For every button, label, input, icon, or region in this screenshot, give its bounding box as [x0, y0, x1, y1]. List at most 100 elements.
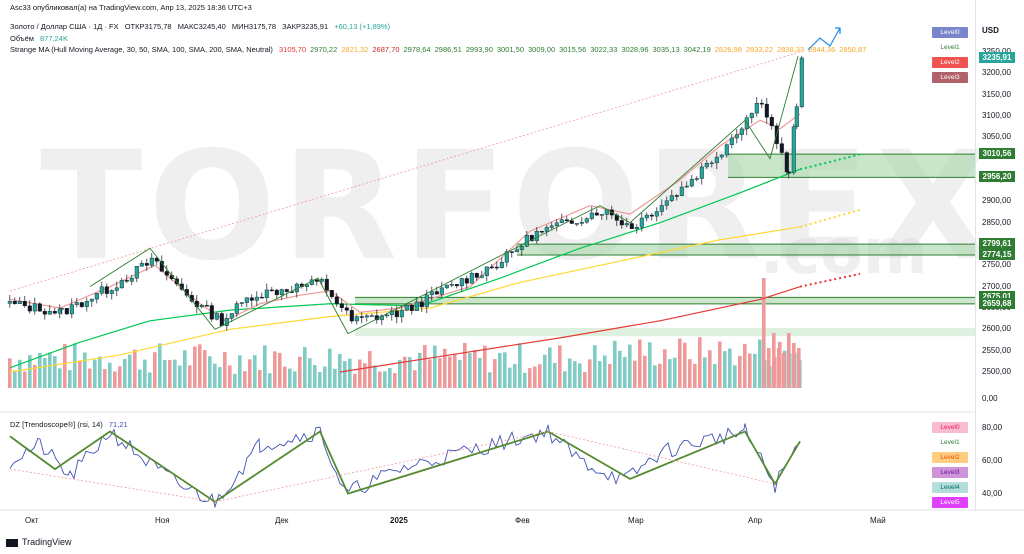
volume-bar	[573, 361, 577, 388]
candle-body	[524, 235, 529, 247]
level-badge-main[interactable]: Level2	[932, 57, 968, 68]
level-badge-main[interactable]: Level0	[932, 27, 968, 38]
candle-body	[52, 311, 57, 314]
price-tag[interactable]: 2774,15	[979, 249, 1015, 261]
candle-body	[574, 223, 579, 225]
candle-body	[319, 278, 324, 282]
candle-body	[624, 223, 629, 226]
volume-bar	[478, 357, 482, 388]
candle-body	[619, 220, 624, 226]
price-tag[interactable]: 2659,68	[979, 297, 1015, 309]
candle-body	[114, 287, 119, 291]
level-badge-osc[interactable]: Level2	[932, 452, 968, 463]
volume-bar	[548, 347, 552, 388]
price-tick-label: 2500,00	[982, 367, 1011, 376]
volume-bar	[188, 365, 192, 388]
ma-100-projection	[799, 208, 861, 228]
candle-body	[694, 178, 699, 180]
support-zone	[728, 154, 975, 178]
candle-body	[504, 251, 509, 263]
price-tag[interactable]: 3235,91	[979, 52, 1015, 63]
level-badge-osc[interactable]: Level3	[932, 467, 968, 478]
volume-bar	[588, 359, 592, 388]
osc-label[interactable]: DZ [Trendoscope®] (rsi, 14)	[10, 420, 103, 429]
level-badge-main[interactable]: Level3	[932, 72, 968, 83]
candle-body	[464, 278, 469, 284]
candle-body	[334, 296, 339, 304]
volume-bar	[628, 344, 632, 388]
volume-bar	[83, 352, 87, 388]
price-axis[interactable]	[975, 0, 1024, 510]
ma-value: 3015,56	[559, 45, 587, 54]
volume-bar	[278, 352, 282, 388]
ma-value: 2833,22	[745, 45, 773, 54]
volume-bar	[373, 365, 377, 388]
level-badge-main[interactable]: Level1	[932, 42, 968, 53]
candle-body	[7, 301, 12, 304]
level-badge-osc[interactable]: Level0	[932, 422, 968, 433]
volume-line: Объём 877,24K	[10, 34, 72, 43]
candle-body	[124, 280, 129, 282]
volume-bar	[613, 340, 617, 388]
volume-bar	[148, 372, 152, 388]
candle-body	[659, 205, 664, 212]
time-tick-label: Ноя	[155, 516, 170, 525]
volume-bar	[93, 359, 97, 388]
currency-label[interactable]: USD	[982, 26, 999, 35]
volume-bar	[533, 366, 537, 388]
time-tick-label: Окт	[25, 516, 39, 525]
ma-value: 2838,33	[777, 45, 805, 54]
price-tag[interactable]: 2675,01	[979, 291, 1015, 303]
osc-value: 71,21	[108, 420, 128, 429]
tradingview-logo[interactable]: TradingView	[6, 537, 72, 547]
ma-label[interactable]: Strange MA (Hull Moving Average, 30, 50,…	[10, 45, 273, 54]
candle-body	[99, 286, 104, 294]
volume-bar	[398, 359, 402, 388]
candle-body	[509, 251, 514, 253]
volume-bar	[208, 356, 212, 388]
volume-bar	[218, 367, 222, 388]
candle-body	[119, 280, 124, 289]
time-tick-label: 2025	[390, 516, 408, 525]
candle-body	[549, 225, 554, 228]
volume-bar	[378, 371, 382, 388]
candle-body	[314, 279, 319, 282]
volume-bar	[703, 357, 707, 388]
candle-body	[144, 263, 149, 266]
volume-bar	[163, 359, 167, 388]
volume-bar	[28, 355, 32, 388]
candle-body	[599, 214, 604, 216]
price-tick-label: 3100,00	[982, 111, 1011, 120]
symbol-title[interactable]: Золото / Доллар США · 1Д · FX	[10, 22, 119, 31]
price-tag[interactable]: 2956,20	[979, 171, 1015, 183]
volume-bar	[203, 350, 207, 388]
level-badge-osc[interactable]: Level4	[932, 482, 968, 493]
volume-bar	[273, 351, 277, 388]
price-tag[interactable]: 2799,61	[979, 238, 1015, 250]
volume-bar	[428, 359, 432, 388]
ma-100-line	[9, 226, 801, 373]
candle-body	[534, 231, 539, 241]
level-badge-osc[interactable]: Level5	[932, 497, 968, 508]
volume-bar	[643, 355, 647, 388]
volume-bar	[108, 362, 112, 388]
volume-bar	[58, 368, 62, 388]
candle-body	[644, 214, 649, 219]
candle-body	[369, 315, 374, 317]
ma-50-line	[9, 168, 801, 369]
ma-value: 3105,70	[279, 45, 307, 54]
price-tag[interactable]: 3010,56	[979, 148, 1015, 160]
candle-body	[629, 223, 634, 229]
volume-bar	[543, 354, 547, 388]
time-tick-label: Дек	[275, 516, 289, 525]
volume-bar	[268, 373, 272, 388]
level-badge-osc[interactable]: Level1	[932, 437, 968, 448]
osc-trend-line	[214, 431, 549, 503]
support-zone	[517, 244, 975, 256]
time-tick-label: Май	[870, 516, 886, 525]
ma-value: 3042,19	[683, 45, 711, 54]
volume-bar	[173, 359, 177, 388]
candle-body	[179, 283, 184, 290]
volume-bar	[88, 368, 92, 388]
